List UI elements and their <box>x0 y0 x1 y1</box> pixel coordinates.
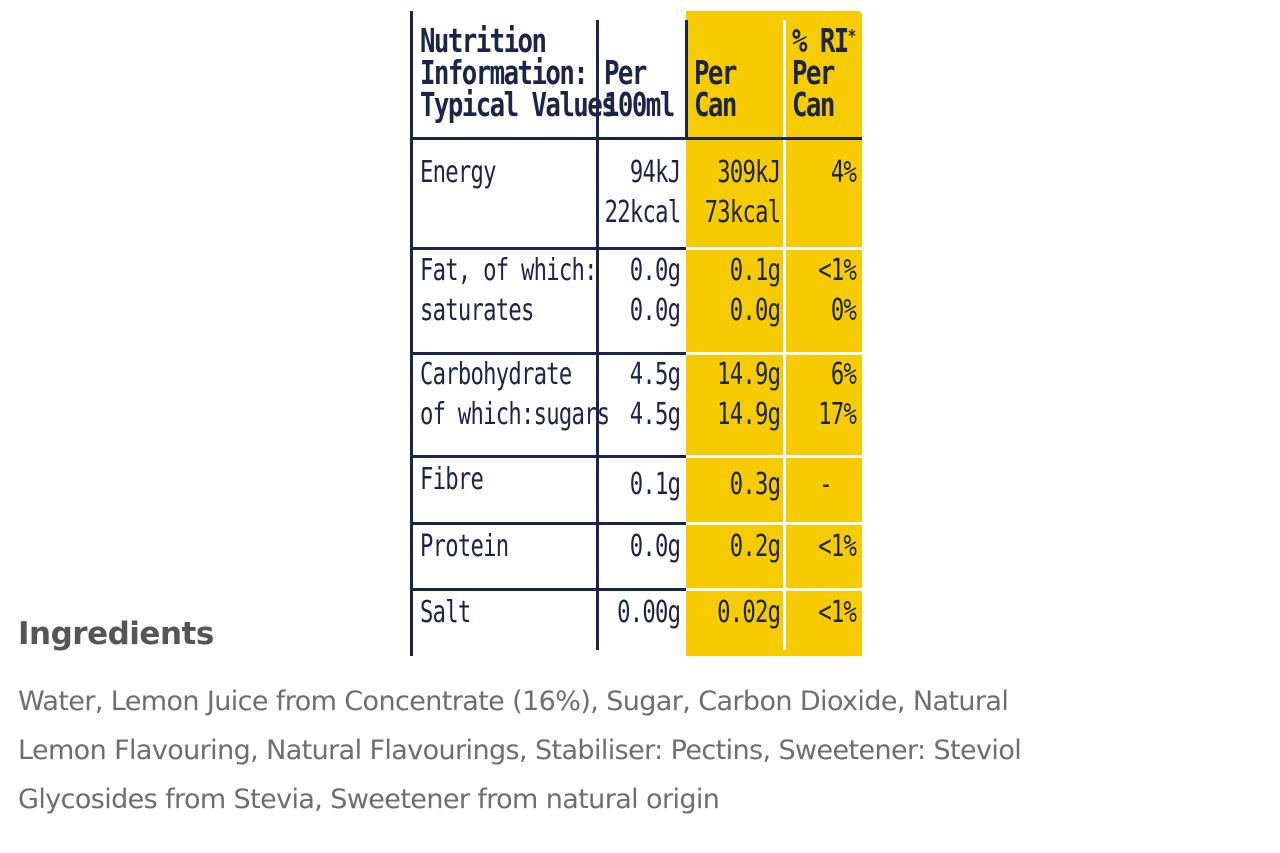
energy-per-can: 309kJ 73kcal <box>704 155 781 230</box>
table-left-border <box>410 11 413 656</box>
header-divider <box>686 137 862 140</box>
row-divider <box>686 588 862 591</box>
salt-per-can: 0.02g <box>716 595 781 630</box>
protein-per-100ml: 0.0g <box>629 529 680 564</box>
header-per-can: Per Can <box>694 53 737 124</box>
row-divider <box>413 352 686 355</box>
header-divider <box>413 137 686 140</box>
row-divider <box>686 522 862 525</box>
row-divider <box>686 247 862 250</box>
column-divider <box>685 20 688 139</box>
header-ri-per-can: % RI* Per Can <box>792 21 856 124</box>
nutrition-table: Nutrition Information: Typical Values Pe… <box>410 11 862 656</box>
fibre-ri: - <box>819 467 832 502</box>
ingredients-line: Glycosides from Stevia, Sweetener from n… <box>18 784 720 815</box>
ingredients-line: Water, Lemon Juice from Concentrate (16%… <box>18 686 1009 717</box>
fat-ri: <1% 0% <box>818 253 857 328</box>
fat-per-can: 0.1g 0.0g <box>729 253 780 328</box>
row-label-carbohydrate: Carbohydrate of which:sugars <box>420 357 610 432</box>
energy-per-100ml: 94kJ 22kcal <box>604 155 681 230</box>
salt-per-100ml: 0.00g <box>616 595 681 630</box>
salt-ri: <1% <box>818 595 857 630</box>
row-divider <box>413 455 686 458</box>
row-divider <box>686 352 862 355</box>
row-divider <box>413 588 686 591</box>
fat-per-100ml: 0.0g 0.0g <box>629 253 680 328</box>
energy-ri: 4% <box>830 155 857 190</box>
ingredients-heading: Ingredients <box>18 616 214 652</box>
per-can-highlight <box>686 11 862 656</box>
row-divider <box>413 247 686 250</box>
column-divider <box>783 20 786 650</box>
row-label-fat: Fat, of which: saturates <box>420 253 598 328</box>
header-label: Nutrition Information: Typical Values <box>420 21 617 124</box>
carbohydrate-ri: 6% 17% <box>818 357 857 432</box>
fibre-per-100ml: 0.1g <box>629 467 680 502</box>
row-divider <box>686 455 862 458</box>
protein-ri: <1% <box>818 529 857 564</box>
row-label-salt: Salt <box>420 595 471 630</box>
fibre-per-can: 0.3g <box>729 467 780 502</box>
row-divider <box>413 522 686 525</box>
row-label-fibre: Fibre <box>420 462 484 497</box>
column-divider <box>596 20 599 650</box>
ingredients-text: Water, Lemon Juice from Concentrate (16%… <box>18 677 1268 824</box>
carbohydrate-per-can: 14.9g 14.9g <box>716 357 781 432</box>
row-label-protein: Protein <box>420 529 509 564</box>
header-per-100ml: Per 100ml <box>604 53 675 124</box>
protein-per-can: 0.2g <box>729 529 780 564</box>
carbohydrate-per-100ml: 4.5g 4.5g <box>629 357 680 432</box>
ingredients-line: Lemon Flavouring, Natural Flavourings, S… <box>18 735 1022 766</box>
row-label-energy: Energy <box>420 155 497 190</box>
